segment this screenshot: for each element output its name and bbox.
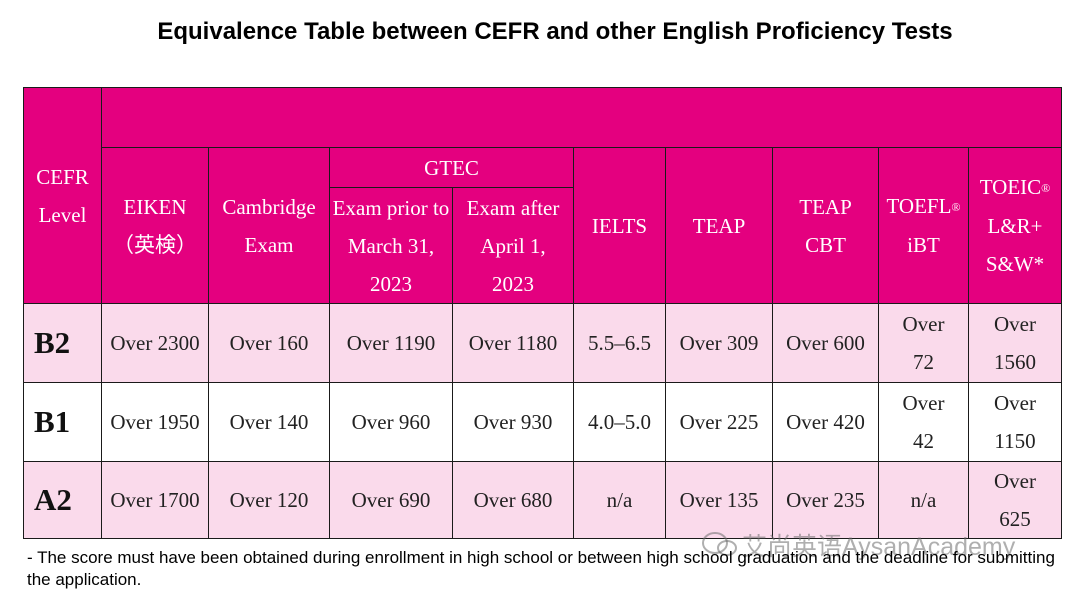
score-cell: Over 2300	[101, 303, 209, 383]
header-text: TOEFL	[886, 194, 952, 218]
header-band	[100, 87, 1063, 148]
score-cell: Over 160	[208, 303, 330, 383]
header-cell: GTEC	[329, 147, 574, 188]
score-cell: Over 420	[772, 382, 879, 462]
score-text: Over 1560	[994, 312, 1036, 374]
score-cell: Over 600	[772, 303, 879, 383]
score-cell: Over 1150	[967, 382, 1063, 462]
score-cell: Over 120	[208, 461, 330, 539]
score-cell: 5.5–6.5	[573, 303, 666, 383]
score-text: Over 625	[994, 469, 1036, 531]
score-cell: Over 960	[329, 382, 453, 462]
level-cell: B1	[23, 382, 102, 462]
score-cell: Over 1950	[101, 382, 209, 462]
watermark: 艾尚英语AysanAcademy	[742, 533, 1016, 561]
score-cell: Over 680	[452, 461, 574, 539]
header-cell: EIKEN （英検）	[101, 147, 209, 304]
score-text: n/a	[910, 488, 937, 512]
score-cell: Over 309	[665, 303, 773, 383]
score-cell: 4.0–5.0	[573, 382, 666, 462]
score-text: Over 42	[902, 391, 945, 453]
table-row: B1 Over 1950 Over 140 Over 960 Over 930 4.0–5…	[23, 382, 1063, 462]
registered-mark: ®	[1041, 181, 1051, 195]
header-text: iBT	[907, 233, 940, 257]
header-cell: Exam after April 1, 2023	[452, 187, 574, 304]
score-cell: Over 1190	[329, 303, 453, 383]
score-cell: Over 1700	[101, 461, 209, 539]
score-cell: n/a	[573, 461, 666, 539]
level-cell: A2	[23, 461, 102, 539]
header-cell: TOEIC® L&R+ S&W*	[967, 147, 1063, 304]
level-cell: B2	[23, 303, 102, 383]
table-row: B2 Over 2300 Over 160 Over 1190 Over 1180 5.5…	[23, 303, 1063, 383]
score-text: Over 72	[902, 312, 945, 374]
header-cell: Exam prior to March 31, 2023	[329, 187, 453, 304]
score-cell: Over 225	[665, 382, 773, 462]
watermark-icon	[702, 532, 737, 556]
score-cell: Over 690	[329, 461, 453, 539]
header-cell: Cambridge Exam	[208, 147, 330, 304]
score-cell: Over 235	[772, 461, 879, 539]
score-cell: Over 42	[878, 382, 969, 462]
score-cell: n/a	[878, 461, 969, 539]
header-cell: TEAP	[665, 147, 773, 304]
score-cell: Over 625	[967, 461, 1063, 539]
score-cell: Over 140	[208, 382, 330, 462]
score-cell: Over 1180	[452, 303, 574, 383]
table-body: B2 Over 2300 Over 160 Over 1190 Over 1180 5.5…	[23, 303, 1063, 539]
score-cell: Over 135	[665, 461, 773, 539]
header-cell: TEAP CBT	[772, 147, 879, 304]
header-text: L&R+ S&W*	[985, 214, 1045, 276]
table-row: A2 Over 1700 Over 120 Over 690 Over 680 n/a Ov…	[23, 461, 1063, 539]
footnote: - The score must have been obtained duri…	[27, 548, 1055, 589]
registered-mark: ®	[951, 200, 961, 214]
equivalence-table: CEFR Level EIKEN （英検） Cambridge Exam GTE…	[23, 87, 1063, 539]
header-cell: IELTS	[573, 147, 666, 304]
score-text: Over 1150	[994, 391, 1036, 453]
header-cell: CEFR Level	[23, 87, 102, 304]
score-cell: Over 1560	[967, 303, 1063, 383]
page-title: Equivalence Table between CEFR and other…	[157, 18, 953, 45]
score-cell: Over 72	[878, 303, 969, 383]
header-cell: TOEFL® iBT	[878, 147, 969, 304]
header-text: TOEIC	[979, 175, 1042, 199]
score-cell: Over 930	[452, 382, 574, 462]
